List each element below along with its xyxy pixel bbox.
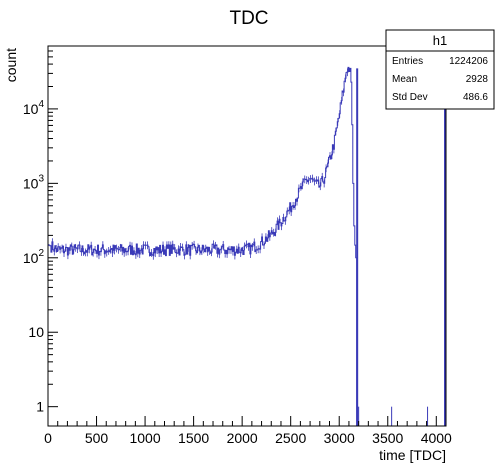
y-tick-label: 1 (36, 399, 44, 415)
y-tick-label: 102 (23, 248, 45, 266)
stats-label-mean: Mean (392, 74, 417, 85)
y-axis-label: count (3, 48, 19, 82)
stats-label-std-dev: Std Dev (392, 92, 428, 103)
x-tick-label: 500 (85, 430, 109, 446)
chart-title: TDC (229, 8, 268, 29)
y-axis-ticks: 1 10 102 103 104 (23, 45, 58, 415)
x-tick-label: 4000 (421, 430, 452, 446)
stats-box-border (385, 29, 495, 110)
y-tick-label: 10 (28, 324, 44, 340)
y-tick-label: 103 (23, 173, 45, 191)
x-axis-ticks: 0 500 1000 1500 2000 2500 3000 3500 4000 (44, 416, 452, 446)
histogram-trace (47, 66, 358, 426)
x-tick-label: 1000 (129, 430, 160, 446)
x-tick-label: 1500 (178, 430, 209, 446)
stats-value-entries: 1224206 (449, 56, 488, 67)
y-tick-label: 104 (23, 99, 45, 117)
stats-box-name: h1 (433, 33, 447, 48)
stats-label-entries: Entries (392, 56, 423, 67)
histogram-line (47, 66, 447, 426)
x-tick-label: 0 (44, 430, 52, 446)
stats-value-std-dev: 486.6 (463, 92, 488, 103)
x-tick-label: 3000 (324, 430, 355, 446)
x-axis-label: time [TDC] (379, 447, 446, 463)
plot-frame (47, 45, 447, 427)
x-tick-label: 2500 (275, 430, 306, 446)
stats-box: h1 Entries 1224206 Mean 2928 Std Dev 486… (385, 29, 495, 110)
x-tick-label: 2000 (227, 430, 258, 446)
stats-value-mean: 2928 (466, 74, 489, 85)
x-tick-label: 3500 (372, 430, 403, 446)
